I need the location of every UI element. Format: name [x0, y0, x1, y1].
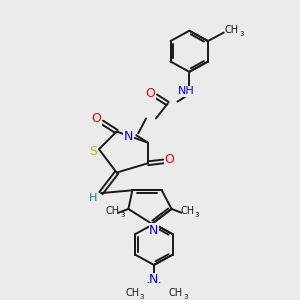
Text: O: O	[91, 112, 101, 125]
Text: N: N	[149, 224, 159, 237]
Text: CH: CH	[169, 288, 183, 298]
Text: N: N	[124, 130, 133, 143]
Text: 3: 3	[140, 294, 144, 300]
Text: NH: NH	[178, 86, 195, 96]
Text: O: O	[145, 87, 155, 100]
Text: H: H	[89, 193, 97, 203]
Text: 3: 3	[120, 212, 125, 218]
Text: N: N	[149, 273, 159, 286]
Text: O: O	[165, 153, 175, 166]
Text: 3: 3	[183, 294, 188, 300]
Text: S: S	[89, 145, 97, 158]
Text: CH: CH	[180, 206, 194, 216]
Text: 3: 3	[195, 212, 200, 218]
Text: CH: CH	[106, 206, 120, 216]
Text: CH: CH	[224, 25, 239, 35]
Text: 3: 3	[239, 31, 244, 37]
Text: CH: CH	[125, 288, 140, 298]
